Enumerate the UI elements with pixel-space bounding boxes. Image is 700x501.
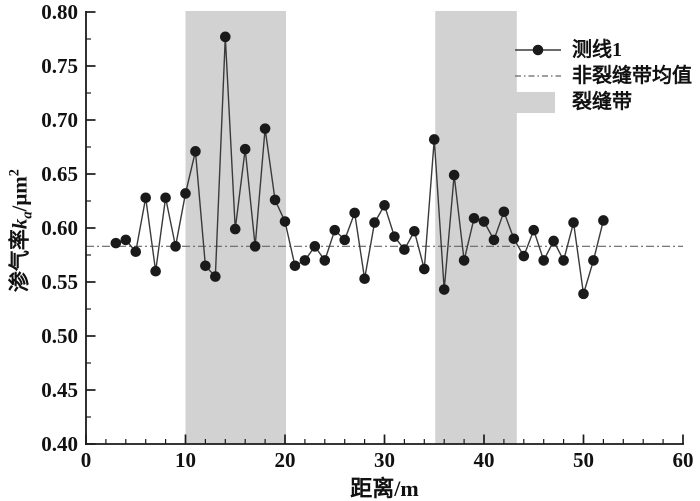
x-tick-label: 60 <box>673 448 694 472</box>
y-tick-label: 0.55 <box>41 270 78 294</box>
data-point <box>120 234 132 246</box>
data-point <box>220 31 231 43</box>
data-point <box>578 288 589 300</box>
data-point <box>289 260 301 272</box>
data-point <box>528 224 540 236</box>
y-tick-label: 0.80 <box>41 0 78 24</box>
legend-label-mean: 非裂缝带均值 <box>572 65 692 87</box>
x-tick-label: 50 <box>573 448 594 472</box>
dash-dot-line-icon <box>514 69 566 83</box>
data-point <box>568 217 579 228</box>
x-tick-label: 10 <box>175 448 196 472</box>
legend-label-series: 测线1 <box>572 39 622 61</box>
legend-item-mean: 非裂缝带均值 <box>514 63 692 89</box>
legend-label-band: 裂缝带 <box>572 91 632 113</box>
data-point <box>339 234 351 246</box>
data-point <box>389 231 400 242</box>
x-axis-title-text: 距离/m <box>350 476 419 501</box>
data-point <box>478 216 490 227</box>
legend-item-band: 裂缝带 <box>514 89 692 115</box>
data-point <box>210 271 221 282</box>
y-axis-title-prefix: 渗气率 <box>7 229 32 293</box>
x-tick-label: 20 <box>275 448 296 472</box>
x-tick-label: 40 <box>474 448 495 472</box>
data-point <box>448 169 460 181</box>
data-point <box>110 237 122 249</box>
data-point <box>140 192 151 204</box>
y-tick-label: 0.45 <box>41 378 78 402</box>
data-point <box>249 241 261 252</box>
data-point <box>130 246 142 258</box>
data-point <box>588 255 599 266</box>
y-tick-label: 0.60 <box>41 216 78 240</box>
data-point <box>319 255 331 266</box>
data-point <box>399 244 410 255</box>
data-point <box>538 255 549 266</box>
data-point <box>558 255 569 266</box>
y-tick-label: 0.40 <box>41 432 78 456</box>
x-tick-label: 30 <box>374 448 395 472</box>
data-point <box>349 207 360 219</box>
data-point <box>180 188 191 199</box>
legend: 测线1 非裂缝带均值 裂缝带 <box>514 37 692 115</box>
fracture-band <box>435 11 517 444</box>
line-dot-marker-icon <box>514 43 566 57</box>
data-point <box>229 223 241 235</box>
data-point <box>498 206 510 218</box>
data-point <box>150 265 161 277</box>
data-point <box>269 194 281 206</box>
data-point <box>438 284 450 295</box>
data-point <box>518 250 530 262</box>
data-point <box>279 216 291 227</box>
data-point <box>409 225 420 237</box>
y-tick-label: 0.75 <box>41 54 78 78</box>
data-point <box>259 123 271 134</box>
data-point <box>239 143 251 155</box>
data-point <box>309 241 321 252</box>
data-point <box>468 212 480 224</box>
band-swatch-icon <box>514 91 566 113</box>
legend-item-series: 测线1 <box>514 37 692 63</box>
data-point <box>299 255 311 266</box>
y-axis-unit: /μm <box>7 176 32 212</box>
data-point <box>458 255 470 266</box>
data-point <box>369 217 380 228</box>
y-tick-label: 0.50 <box>41 324 78 348</box>
data-point <box>428 134 440 145</box>
data-point <box>379 200 390 211</box>
y-tick-label: 0.65 <box>41 162 78 186</box>
y-axis-superscript: 2 <box>6 169 23 177</box>
x-axis-title: 距离/m <box>86 471 683 501</box>
data-point <box>598 215 609 226</box>
data-point <box>508 233 520 245</box>
data-point <box>419 263 430 275</box>
y-axis-subscript: a <box>19 211 36 219</box>
y-axis-title: 渗气率ka/μm2 <box>3 15 36 447</box>
data-point <box>190 146 201 157</box>
data-point <box>359 273 370 285</box>
y-axis-symbol: k <box>7 218 32 230</box>
x-tick-label: 0 <box>81 448 92 472</box>
data-point <box>200 260 211 272</box>
data-point <box>488 234 500 246</box>
y-tick-label: 0.70 <box>41 108 78 132</box>
data-point <box>548 235 559 247</box>
data-point <box>160 192 171 204</box>
data-point <box>329 224 341 236</box>
data-point <box>170 241 181 252</box>
